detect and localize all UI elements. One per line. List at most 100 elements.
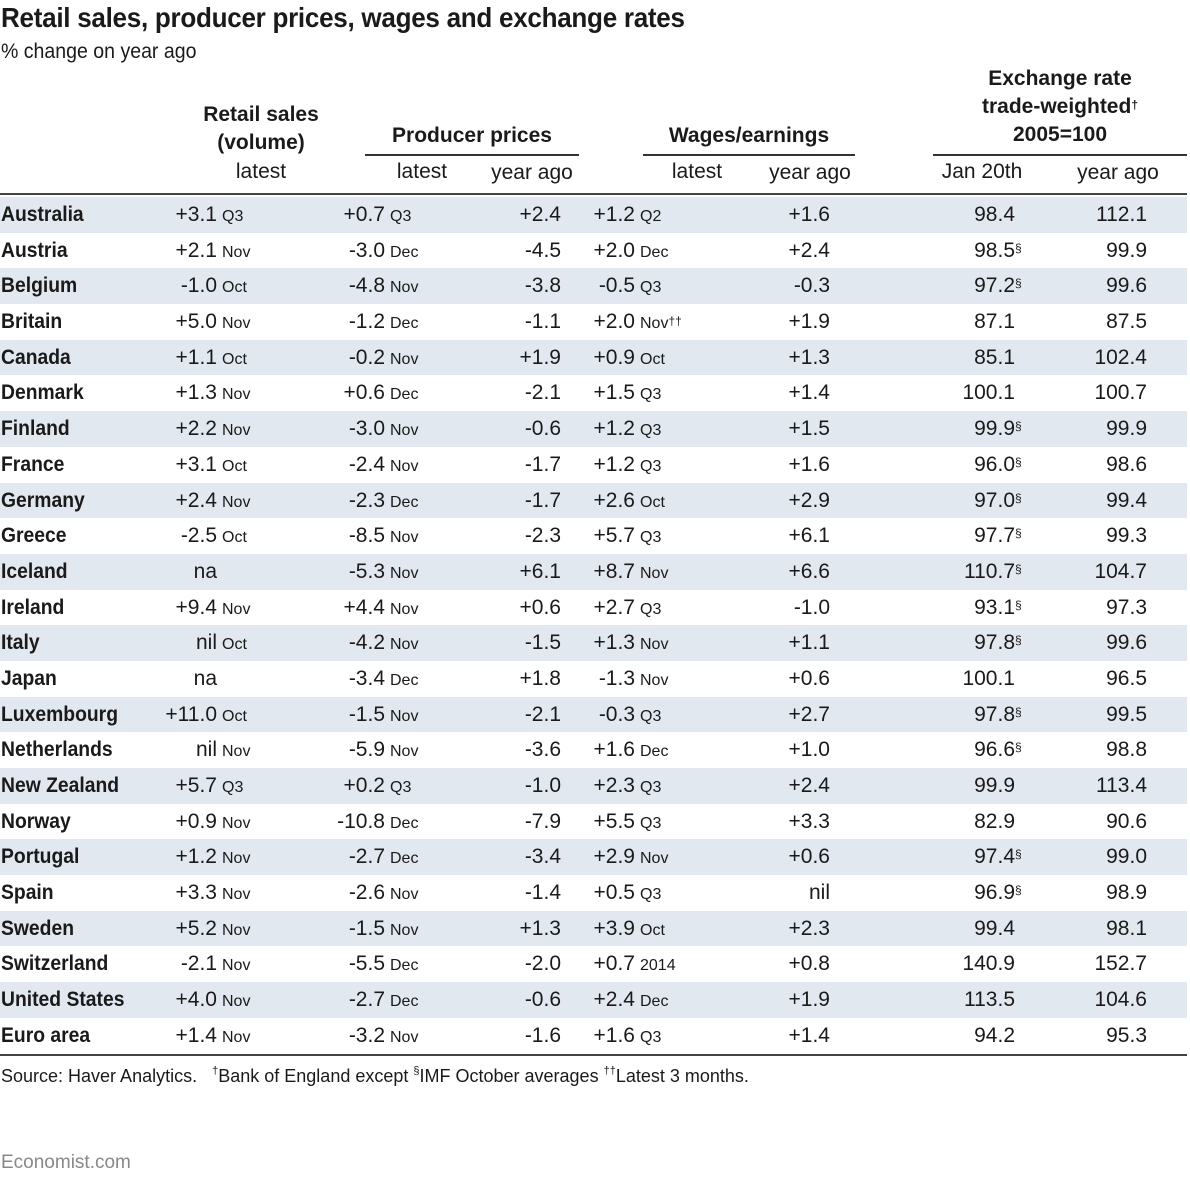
- subheader-fx-jan20: Jan 20th: [941, 160, 1023, 183]
- wages-period: Q3: [640, 707, 662, 725]
- table-row: New Zealand +5.7 Q3 +0.2 Q3 -1.0 +2.3 Q3 +2.4 99.…: [0, 768, 1187, 804]
- country-label: United States: [1, 988, 125, 1012]
- rule-exchange-rate: [933, 154, 1187, 156]
- retail-period: Nov: [222, 386, 251, 404]
- retail-value: +1.2: [175, 845, 217, 869]
- retail-value: +3.1: [175, 203, 217, 226]
- pp-latest-cell: -5.9 Nov: [349, 732, 428, 770]
- wages-period: Q3: [640, 529, 662, 547]
- fx-year-ago-value: 99.9: [1106, 238, 1147, 262]
- retail-latest-cell: +2.1 Nov: [176, 233, 262, 271]
- wages-period: Oct: [640, 921, 665, 939]
- pp-latest-cell: -5.5 Dec: [349, 946, 428, 984]
- wages-latest-cell: +2.4 Dec: [594, 982, 700, 1020]
- retail-latest-cell: +3.1 Q3: [176, 197, 262, 235]
- wages-latest-cell: +5.7 Q3: [594, 518, 700, 556]
- wages-latest-cell: +2.9 Nov: [594, 839, 700, 877]
- subheader-pp-latest: latest: [396, 160, 448, 183]
- pp-latest-value: -5.5: [348, 952, 385, 976]
- pp-year-ago-value: -2.0: [524, 952, 561, 976]
- wages-period-slot: Nov: [640, 556, 700, 592]
- wages-latest-value: +1.6: [593, 738, 635, 762]
- wages-latest-value: -0.5: [598, 274, 635, 298]
- fx-latest-cell: 97.8§: [974, 625, 1023, 661]
- wages-latest-cell: -0.3 Q3: [599, 697, 700, 735]
- fx-year-ago-value: 112.1: [1096, 203, 1147, 226]
- retail-period: Oct: [222, 279, 247, 297]
- retail-value: +11.0: [165, 702, 217, 726]
- pp-year-ago-value: +1.9: [519, 345, 561, 369]
- fx-latest-cell: 99.4: [974, 911, 1023, 947]
- wages-period: Nov: [640, 636, 669, 654]
- country-label: Portugal: [1, 845, 80, 869]
- subheader-fx-year-ago: year ago: [1077, 161, 1159, 184]
- fx-year-ago-value: 96.5: [1106, 666, 1147, 690]
- pp-latest-cell: -1.2 Dec: [349, 304, 428, 342]
- wages-latest-value: +2.3: [593, 774, 635, 797]
- retail-value: -2.1: [180, 952, 217, 976]
- retail-latest-cell: +5.2 Nov: [176, 911, 262, 949]
- pp-latest-value: -2.4: [348, 452, 385, 476]
- wages-year-ago-value: +2.3: [788, 916, 830, 940]
- fx-footnote-mark: §: [1015, 526, 1022, 541]
- retail-period: Nov: [222, 493, 251, 511]
- pp-period: Nov: [390, 564, 419, 582]
- retail-value: +5.0: [175, 310, 217, 334]
- wages-period: Nov: [640, 671, 669, 689]
- wages-latest-value: +2.4: [593, 988, 635, 1012]
- fx-latest-value: 99.9: [974, 417, 1015, 441]
- fx-year-ago-value: 98.9: [1106, 881, 1147, 905]
- fx-latest-value: 98.4: [974, 203, 1015, 226]
- pp-year-ago-value: -3.6: [524, 738, 561, 762]
- wages-year-ago-value: nil: [808, 881, 830, 905]
- wages-period-slot: Oct: [640, 485, 700, 521]
- wages-year-ago-value: -0.3: [793, 274, 830, 298]
- country-label: Norway: [1, 809, 71, 833]
- header-retail-sales: Retail sales (volume): [181, 101, 341, 157]
- wages-period-slot: Q3: [640, 1020, 700, 1056]
- pp-latest-value: -3.0: [348, 417, 385, 441]
- fx-latest-value: 110.7: [964, 559, 1015, 583]
- pp-year-ago-value: -2.1: [524, 702, 561, 726]
- wages-year-ago-value: +1.3: [788, 345, 830, 369]
- wages-latest-cell: +0.5 Q3: [594, 875, 700, 913]
- retail-value: na: [193, 559, 217, 583]
- country-label: Britain: [1, 310, 63, 334]
- pp-year-ago-value: +6.1: [519, 559, 561, 583]
- wages-latest-value: +3.9: [593, 916, 635, 940]
- pp-period: Nov: [390, 279, 419, 297]
- fx-year-ago-value: 98.1: [1106, 916, 1147, 940]
- table-row: Canada +1.1 Oct -0.2 Nov +1.9 +0.9 Oct +1.3 85.1 1…: [0, 339, 1187, 376]
- wages-latest-value: +2.0: [593, 238, 635, 262]
- retail-latest-cell: -2.1 Nov: [181, 946, 262, 984]
- pp-latest-value: -3.0: [348, 238, 385, 262]
- fx-footnote-mark: §: [1015, 276, 1022, 291]
- retail-period: Oct: [222, 350, 247, 368]
- retail-latest-cell: nil Oct: [196, 625, 262, 663]
- wages-latest-value: +2.7: [593, 595, 635, 619]
- fx-latest-value: 93.1: [974, 595, 1015, 619]
- header-retail-line2: (volume): [217, 131, 305, 154]
- retail-latest-cell: -2.5 Oct: [181, 518, 262, 556]
- retail-value: na: [193, 666, 217, 690]
- fx-latest-cell: 113.5: [964, 982, 1023, 1018]
- fx-latest-cell: 85.1: [974, 340, 1023, 376]
- pp-period: Dec: [390, 386, 419, 404]
- fx-latest-value: 97.2: [974, 274, 1015, 298]
- wages-latest-value: +8.7: [593, 559, 635, 583]
- pp-period: Nov: [390, 636, 419, 654]
- fx-year-ago-value: 99.4: [1106, 488, 1147, 512]
- wages-latest-cell: +2.0 Nov††: [594, 304, 700, 342]
- fx-year-ago-value: 99.0: [1106, 845, 1147, 869]
- wages-year-ago-value: +2.4: [788, 774, 830, 797]
- table-top-rule: [0, 193, 1187, 195]
- pp-year-ago-value: +1.3: [519, 916, 561, 940]
- footnote-source: Source: Haver Analytics.: [1, 1066, 198, 1086]
- fx-latest-value: 96.0: [974, 452, 1015, 476]
- wages-latest-cell: +2.3 Q3: [594, 768, 700, 806]
- table-row: United States +4.0 Nov -2.7 Dec -0.6 +2.4 Dec +1…: [0, 982, 1187, 1018]
- pp-latest-value: -4.2: [348, 631, 385, 655]
- table-row: Belgium -1.0 Oct -4.8 Nov -3.8 -0.5 Q3 -0.3 97.2§…: [0, 268, 1187, 305]
- pp-latest-cell: -2.3 Dec: [349, 483, 428, 521]
- fx-footnote-mark: §: [1015, 240, 1022, 255]
